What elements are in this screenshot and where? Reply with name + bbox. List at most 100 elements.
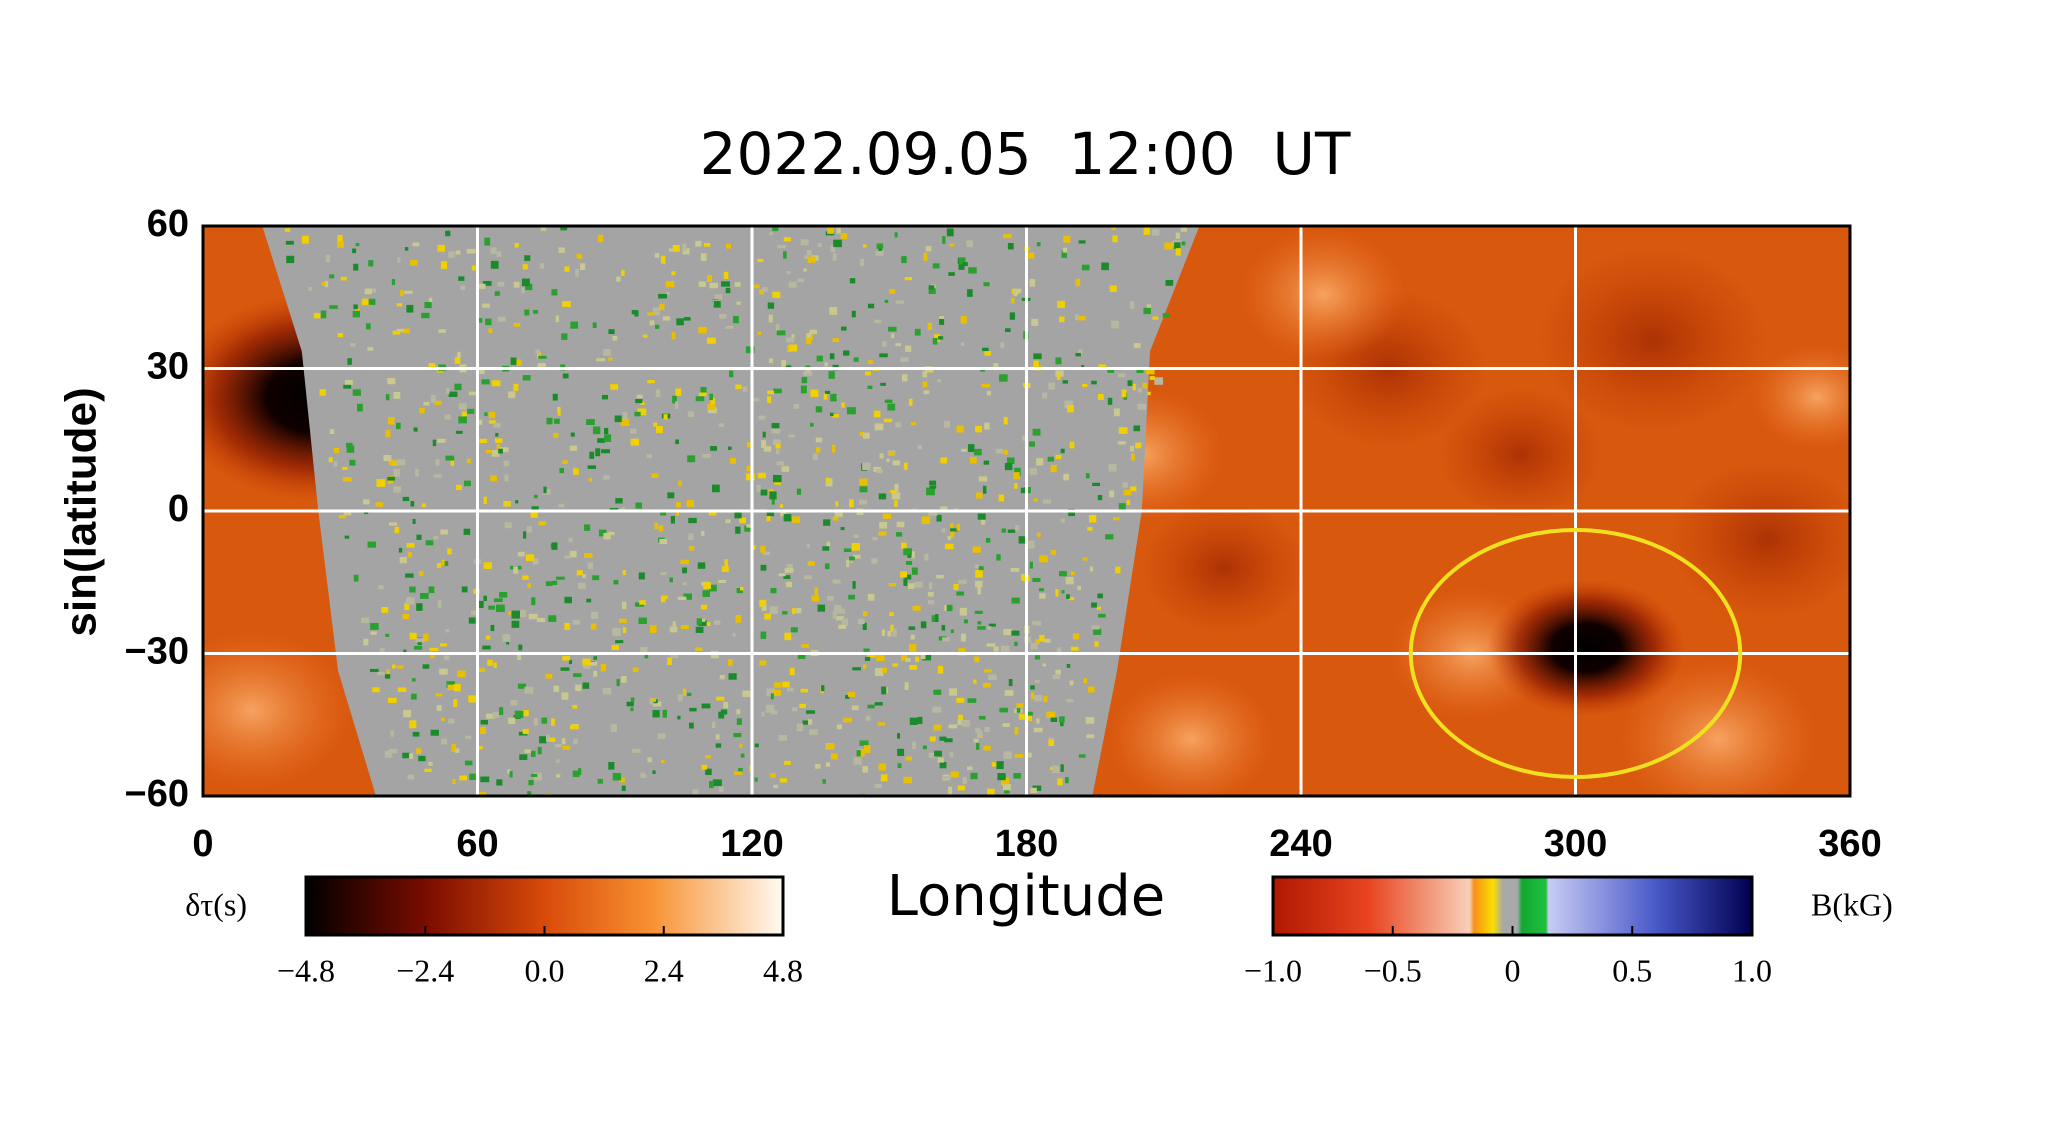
speckle: [355, 307, 360, 314]
speckle: [676, 502, 681, 508]
speckle: [329, 274, 335, 279]
speckle: [640, 774, 647, 778]
speckle: [727, 446, 732, 450]
speckle: [1085, 473, 1090, 479]
speckle: [406, 304, 414, 313]
speckle: [779, 778, 787, 783]
speckle: [739, 517, 746, 524]
speckle: [706, 337, 716, 344]
colorbar-label: B(kG): [1811, 886, 1893, 922]
speckle: [789, 344, 798, 352]
speckle: [412, 731, 420, 737]
speckle: [458, 403, 467, 410]
speckle: [957, 785, 966, 791]
speckle: [925, 246, 932, 252]
speckle: [445, 230, 451, 237]
speckle: [900, 571, 907, 578]
speckle: [851, 705, 859, 711]
speckle: [301, 235, 309, 244]
speckle: [325, 254, 331, 263]
speckle: [495, 433, 499, 437]
speckle: [1066, 699, 1074, 703]
speckle: [1180, 226, 1188, 232]
speckle: [344, 379, 353, 386]
speckle: [698, 326, 707, 334]
speckle: [459, 775, 468, 781]
speckle: [1026, 715, 1032, 721]
speckle: [1052, 674, 1061, 680]
speckle: [1039, 593, 1046, 599]
speckle: [856, 750, 861, 757]
speckle: [1060, 764, 1064, 772]
speckle: [928, 287, 936, 294]
speckle: [1096, 606, 1101, 610]
speckle: [821, 685, 825, 692]
speckle: [588, 478, 593, 482]
speckle: [488, 420, 496, 424]
speckle: [759, 599, 767, 607]
speckle: [810, 422, 814, 427]
speckle: [1004, 462, 1013, 471]
speckle: [616, 679, 620, 687]
speckle: [976, 742, 980, 750]
speckle: [511, 620, 520, 628]
speckle: [709, 393, 713, 401]
speckle: [458, 276, 465, 281]
speckle: [573, 738, 578, 745]
speckle: [901, 654, 908, 661]
speckle: [568, 659, 573, 665]
speckle: [780, 510, 787, 517]
speckle: [391, 279, 396, 285]
speckle: [735, 384, 742, 390]
speckle: [562, 656, 570, 661]
speckle: [867, 704, 875, 709]
speckle: [700, 253, 707, 262]
speckle: [774, 481, 782, 485]
speckle: [958, 648, 966, 656]
speckle: [1175, 232, 1180, 239]
speckle: [849, 278, 856, 284]
speckle: [496, 604, 505, 613]
speckle: [973, 448, 982, 456]
speckle: [342, 466, 348, 470]
speckle: [792, 608, 796, 615]
speckle: [403, 290, 413, 294]
speckle: [697, 562, 706, 569]
speckle: [479, 368, 485, 374]
speckle: [430, 394, 436, 403]
speckle: [698, 392, 707, 397]
speckle: [933, 689, 942, 695]
speckle: [761, 711, 765, 717]
speckle: [937, 665, 944, 674]
speckle: [582, 682, 590, 689]
speckle: [1001, 777, 1010, 786]
speckle: [1013, 288, 1022, 293]
speckle: [825, 478, 833, 487]
speckle: [372, 288, 377, 293]
speckle: [936, 574, 944, 579]
speckle: [1032, 577, 1041, 582]
speckle: [1014, 483, 1018, 489]
speckle: [700, 386, 707, 395]
speckle: [824, 390, 831, 394]
speckle: [851, 310, 856, 318]
speckle: [708, 512, 717, 516]
speckle: [969, 457, 977, 464]
speckle: [695, 396, 705, 402]
speckle: [984, 351, 992, 356]
speckle: [915, 656, 920, 663]
speckle: [622, 412, 628, 421]
speckle: [809, 329, 818, 335]
speckle: [967, 698, 977, 703]
speckle: [1082, 383, 1088, 387]
speckle: [523, 531, 527, 539]
speckle: [822, 779, 826, 784]
speckle: [807, 561, 815, 566]
speckle: [487, 659, 493, 666]
speckle: [328, 457, 333, 463]
speckle: [517, 683, 527, 689]
speckle: [835, 501, 839, 507]
speckle: [928, 285, 935, 290]
speckle: [718, 786, 724, 793]
speckle: [797, 654, 806, 660]
